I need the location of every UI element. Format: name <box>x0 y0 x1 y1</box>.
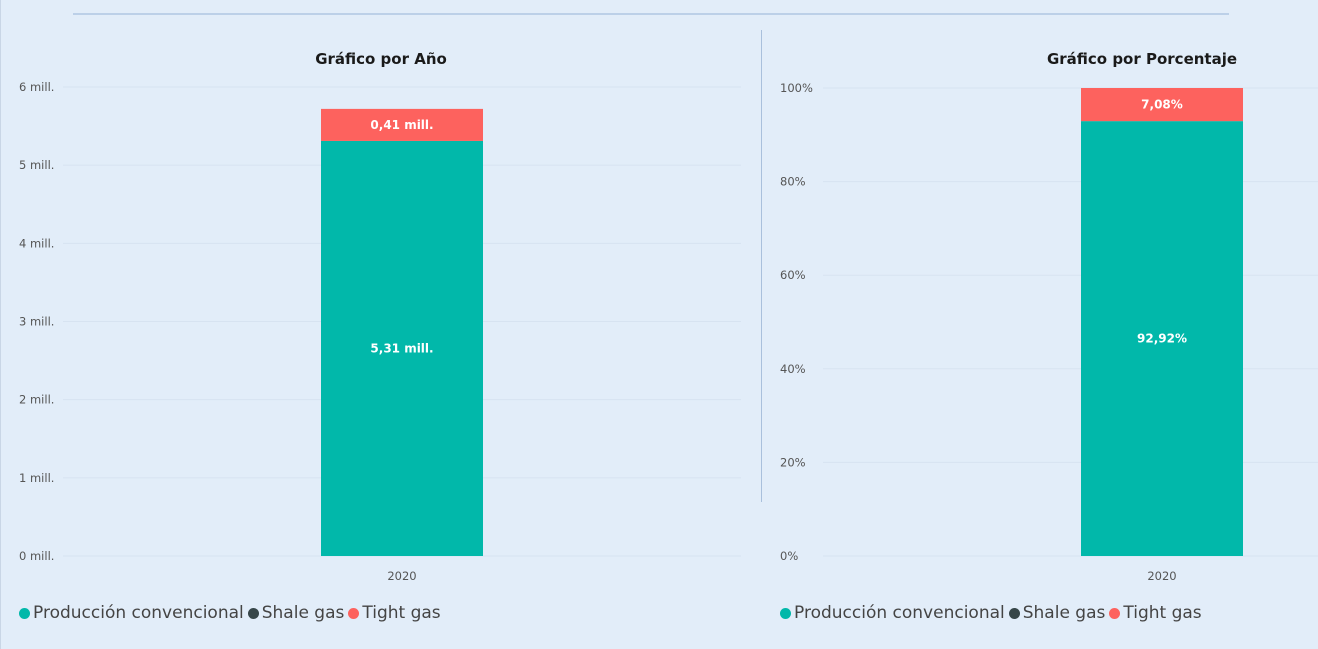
x-tick-label: 2020 <box>387 569 416 583</box>
bar-tight <box>321 108 483 141</box>
legend-dot-shale <box>1008 607 1020 619</box>
y-tick-label: 20% <box>780 455 806 469</box>
bar-produccion <box>1081 121 1243 556</box>
y-tick-label: 5 mill. <box>19 158 54 172</box>
legend-item-produccion[interactable]: Producción convencional <box>780 603 1005 623</box>
chart-title: Gráfico por Porcentaje <box>1047 50 1237 68</box>
y-tick-label: 6 mill. <box>19 80 54 94</box>
chart-divider <box>761 30 762 502</box>
legend-label-tight: Tight gas <box>1123 603 1202 623</box>
legend-left: Producción convencional Shale gas Tight … <box>19 603 445 623</box>
legend-label-produccion: Producción convencional <box>794 603 1005 623</box>
legend-dot-tight <box>348 607 360 619</box>
y-tick-label: 100% <box>780 81 813 95</box>
legend-right: Producción convencional Shale gas Tight … <box>780 603 1206 623</box>
y-tick-label: 3 mill. <box>19 315 54 329</box>
legend-item-shale[interactable]: Shale gas <box>247 603 345 623</box>
legend-item-tight[interactable]: Tight gas <box>1109 603 1202 623</box>
bar-tight <box>1081 88 1243 122</box>
legend-dot-shale <box>247 607 259 619</box>
y-tick-label: 40% <box>780 362 806 376</box>
data-label-tight: 0,41 mill. <box>370 118 433 132</box>
bar-produccion <box>321 140 483 556</box>
legend-item-shale[interactable]: Shale gas <box>1008 603 1106 623</box>
data-label-produccion: 5,31 mill. <box>370 341 433 355</box>
data-label-produccion: 92,92% <box>1137 332 1187 346</box>
legend-label-produccion: Producción convencional <box>33 603 244 623</box>
legend-label-tight: Tight gas <box>362 603 441 623</box>
legend-label-shale: Shale gas <box>1022 603 1106 623</box>
legend-dot-tight <box>1109 607 1121 619</box>
legend-label-shale: Shale gas <box>261 603 345 623</box>
y-tick-label: 60% <box>780 268 806 282</box>
y-tick-label: 2 mill. <box>19 393 54 407</box>
y-tick-label: 4 mill. <box>19 236 54 250</box>
legend-dot-produccion <box>19 607 30 619</box>
legend-item-produccion[interactable]: Producción convencional <box>19 603 244 623</box>
data-label-tight: 7,08% <box>1141 98 1183 112</box>
legend-item-tight[interactable]: Tight gas <box>348 603 441 623</box>
x-tick-label: 2020 <box>1147 569 1176 583</box>
y-tick-label: 1 mill. <box>19 471 54 485</box>
y-tick-label: 0% <box>780 549 798 563</box>
y-tick-label: 80% <box>780 175 806 189</box>
legend-dot-produccion <box>780 607 791 619</box>
top-divider-line <box>73 13 1229 15</box>
chart-title: Gráfico por Año <box>315 50 447 68</box>
y-tick-label: 0 mill. <box>19 549 54 563</box>
